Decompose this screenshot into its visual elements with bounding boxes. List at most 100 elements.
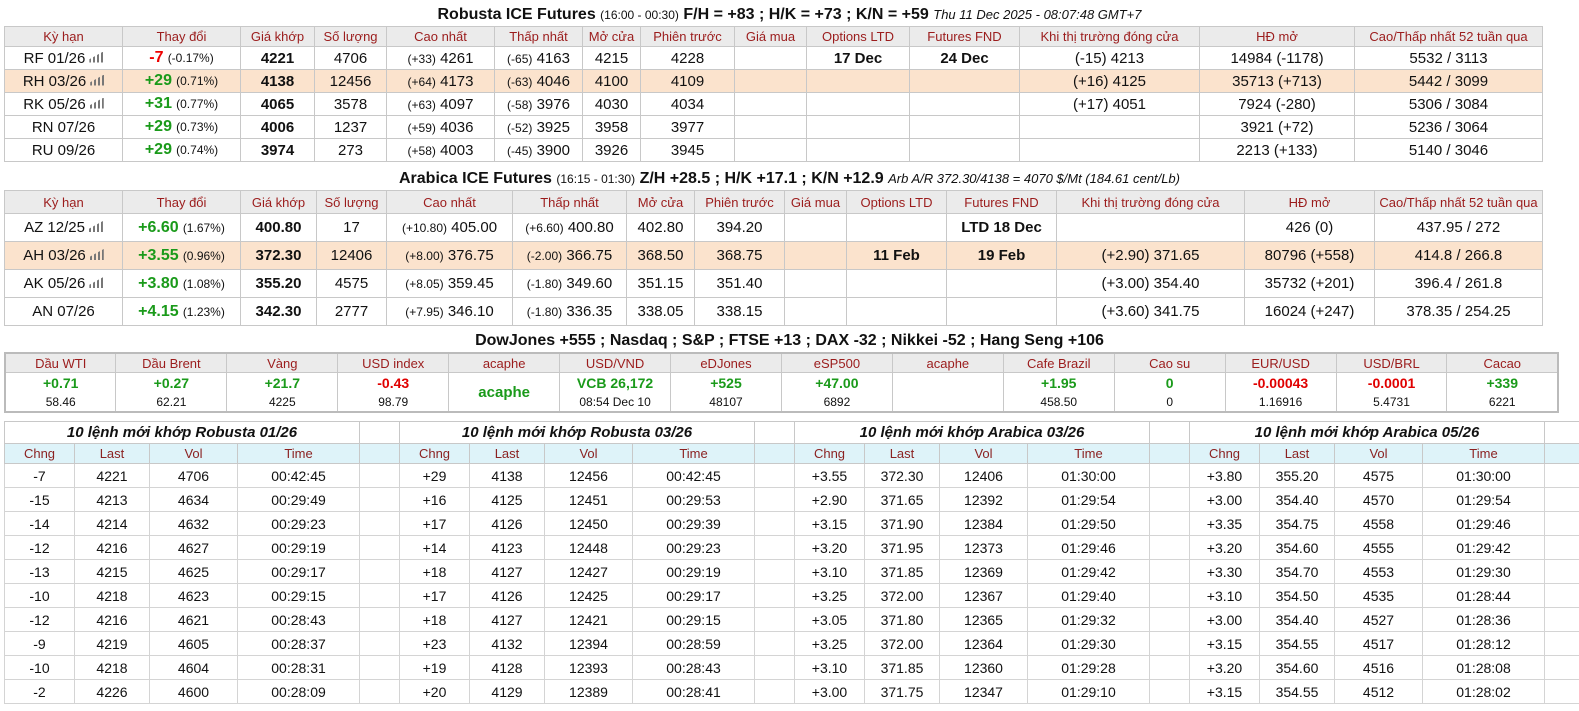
- market-subvalue: 58.46: [5, 392, 116, 412]
- trades-column-header: Chng: [400, 444, 470, 464]
- market-label: USD/BRL: [1336, 353, 1447, 373]
- low-value: 3900: [537, 142, 570, 159]
- market-value: +0.71: [5, 373, 116, 393]
- bid: [735, 93, 807, 116]
- bid: [785, 298, 847, 326]
- spacer: [1545, 632, 1579, 656]
- spacer: [755, 656, 795, 680]
- high-value: 4003: [440, 142, 473, 159]
- market-value: +339: [1447, 373, 1558, 393]
- spacer: [1150, 422, 1190, 444]
- spacer: [755, 584, 795, 608]
- column-header: Khi thị trường đóng cửa: [1020, 27, 1200, 47]
- trade-last: 354.55: [1260, 632, 1335, 656]
- bid: [785, 242, 847, 270]
- trade-last: 4215: [75, 560, 150, 584]
- market-value: acaphe: [449, 373, 560, 413]
- chart-icon[interactable]: [89, 52, 103, 63]
- change-value: +3.80: [138, 275, 178, 292]
- trade-time: 00:42:45: [238, 464, 360, 488]
- volume: 3578: [315, 93, 387, 116]
- low-change: (-1.80): [527, 305, 562, 319]
- trade-volume: 12394: [545, 632, 633, 656]
- trade-volume: 4706: [150, 464, 238, 488]
- contract-code-text: RN 07/26: [32, 119, 95, 136]
- market-value: +525: [671, 373, 782, 393]
- trade-volume: 4558: [1335, 512, 1423, 536]
- column-header: Khi thị trường đóng cửa: [1057, 191, 1245, 214]
- trade-volume: 12360: [940, 656, 1028, 680]
- last-price: 4138: [241, 70, 315, 93]
- trade-change: -12: [5, 536, 75, 560]
- trade-last: 4216: [75, 536, 150, 560]
- trade-change: -15: [5, 488, 75, 512]
- chart-icon[interactable]: [90, 98, 104, 109]
- last-price-value: 400.80: [256, 219, 302, 236]
- trade-change: +3.15: [795, 512, 865, 536]
- trade-last: 4226: [75, 680, 150, 704]
- chart-icon[interactable]: [89, 277, 103, 288]
- spacer: [755, 422, 795, 444]
- column-header: Thay đổi: [123, 191, 241, 214]
- market-close: (+16) 4125: [1020, 70, 1200, 93]
- previous-close: 3945: [641, 139, 735, 162]
- previous-close: 338.15: [695, 298, 785, 326]
- trade-last: 354.75: [1260, 512, 1335, 536]
- volume: 1237: [315, 116, 387, 139]
- column-header: Mở cửa: [583, 27, 641, 47]
- contract-code: AN 07/26: [5, 298, 123, 326]
- high-value: 4036: [440, 119, 473, 136]
- market-label: USD/VND: [560, 353, 671, 373]
- chart-icon[interactable]: [89, 221, 103, 232]
- high-low-52w: 5140 / 3046: [1355, 139, 1543, 162]
- arabica-title: Arabica ICE Futures (16:15 - 01:30) Z/H …: [0, 168, 1579, 190]
- contract-code: RK 05/26: [5, 93, 123, 116]
- trade-last: 354.60: [1260, 536, 1335, 560]
- spacer: [1150, 444, 1190, 464]
- contract-code-text: RH 03/26: [23, 73, 86, 90]
- chart-icon[interactable]: [90, 249, 104, 260]
- trade-time: 01:28:12: [1423, 632, 1545, 656]
- trade-volume: 12450: [545, 512, 633, 536]
- spacer: [1150, 680, 1190, 704]
- trade-change: +16: [400, 488, 470, 512]
- low-value: 400.80: [568, 219, 614, 236]
- trade-last: 354.55: [1260, 680, 1335, 704]
- column-header: Giá khớp: [241, 27, 315, 47]
- open: 4100: [583, 70, 641, 93]
- trade-volume: 12421: [545, 608, 633, 632]
- low-value: 366.75: [566, 247, 612, 264]
- spacer: [360, 512, 400, 536]
- trade-volume: 4555: [1335, 536, 1423, 560]
- indices-line: DowJones +555 ; Nasdaq ; S&P ; FTSE +13 …: [0, 330, 1579, 352]
- trade-last: 4214: [75, 512, 150, 536]
- previous-close: 368.75: [695, 242, 785, 270]
- column-header: Mở cửa: [627, 191, 695, 214]
- bid: [735, 47, 807, 70]
- trade-volume: 12427: [545, 560, 633, 584]
- last-price-value: 4138: [261, 73, 294, 90]
- market-value: +47.00: [781, 373, 892, 393]
- spacer: [755, 680, 795, 704]
- chart-icon[interactable]: [90, 75, 104, 86]
- trade-volume: 12364: [940, 632, 1028, 656]
- trade-change: +3.20: [1190, 536, 1260, 560]
- trade-last: 4132: [470, 632, 545, 656]
- high-low-52w: 378.35 / 254.25: [1375, 298, 1543, 326]
